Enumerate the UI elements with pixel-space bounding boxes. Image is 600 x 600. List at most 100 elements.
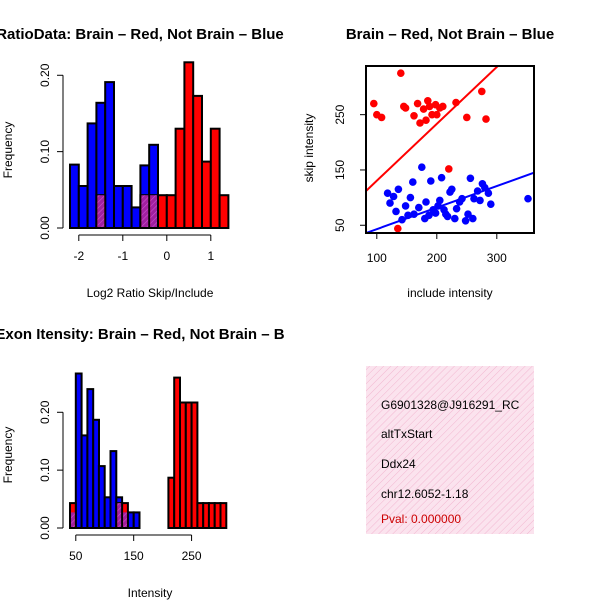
intensity-x-axis-label: Intensity [128,586,173,600]
scatter-point-blue [451,214,459,223]
ratio-x-tick-label: -2 [73,249,84,263]
scatter-point-blue [487,200,495,208]
ratio-bar-blue [69,163,80,230]
ratio-bar-red [174,127,186,229]
scatter-point-blue [392,207,400,216]
scatter-point-blue [466,174,475,183]
scatter-point-blue [427,177,435,185]
ratio-bars [69,61,230,230]
ratio-bar-blue [86,122,98,229]
scatter-y-tick-label: 50 [333,218,347,232]
scatter-x-tick-label: 100 [367,251,387,265]
scatter-point-red [370,99,378,108]
intensity-overlap-bar [71,512,75,527]
ratio-bar-red [201,160,212,230]
intensity-x-tick-label: 150 [124,549,144,563]
ratio-bar-red [192,94,203,230]
scatter-point-red [482,115,490,123]
intensity-bar-blue [132,511,141,530]
ratio-y-tick-label: 0.10 [38,140,52,164]
scatter-y-axis-label: skip intensity [302,114,316,183]
ratio-bar-blue [121,185,133,229]
scatter-point-red [410,112,418,120]
intensity-overlap-bar [123,512,127,527]
scatter-point-blue [410,210,418,218]
ratio-chart-title: RatioData: Brain – Red, Not Brain – Blue [0,26,284,43]
scatter-point-red [394,224,402,233]
scatter-point-blue [394,185,403,194]
scatter-point-blue [436,196,444,205]
scatter-point-blue [383,189,392,197]
intensity-y-tick-label: 0.10 [38,458,52,482]
intensity-chart-title: Exon Itensity: Brain – Red, Not Brain – … [0,326,285,343]
scatter-point-blue [406,193,415,202]
scatter-point-red [422,116,430,124]
scatter-x-tick-label: 300 [487,251,507,265]
ratio-overlap-bar [97,195,105,227]
ratio-bar-red [218,194,230,229]
ratio-overlap-bar [150,195,157,227]
scatter-point-red [425,102,434,111]
scatter-point-red [433,110,441,119]
intensity-bar-red [219,502,228,530]
ratio-x-tick-label: 1 [207,249,214,263]
intensity-y-tick-label: 0.20 [38,400,52,424]
scatter-point-blue [404,211,412,220]
ratio-y-tick-label: 0.00 [38,216,52,240]
ratio-x-tick-label: -1 [117,249,128,263]
scatter-y-tick-label: 150 [333,160,347,180]
ratio-bar-blue [130,206,142,229]
scatter-fit-line-red [366,66,500,192]
scatter-point-blue [461,217,470,225]
ratio-bar-red [165,194,177,229]
intensity-x-tick-label: 250 [182,549,202,563]
scatter-frame [365,65,535,234]
info-event-type: altTxStart [381,427,433,441]
scatter-point-red [445,165,453,173]
scatter-point-red [397,69,405,77]
scatter-point-blue [481,183,489,192]
scatter-point-blue [469,214,477,223]
ratio-bar-blue [104,81,115,229]
ratio-overlap-bar [141,195,149,227]
info-box-panel: G6901328@J916291_RC altTxStart Ddx24 chr… [366,366,534,534]
scatter-chart-title: Brain – Red, Not Brain – Blue [346,26,554,43]
info-pvalue: Pval: 0.000000 [381,512,461,526]
scatter-point-blue [425,211,433,220]
scatter-point-blue [470,194,478,203]
info-box-background [366,366,534,534]
scatter-panel: Brain – Red, Not Brain – Blue include in… [302,26,554,300]
scatter-point-blue [476,196,484,205]
ratio-bar-red [183,61,195,229]
scatter-point-blue [386,199,394,207]
ratio-histogram-panel: RatioData: Brain – Red, Not Brain – Blue… [0,26,284,300]
scatter-point-blue [452,204,461,213]
scatter-point-blue [464,210,472,218]
scatter-y-tick-label: 250 [333,104,347,124]
scatter-point-red [463,113,471,122]
ratio-x-tick-label: 0 [163,249,170,263]
info-location: chr12.6052-1.18 [381,487,469,501]
scatter-x-tick-label: 200 [427,251,447,265]
ratio-bar-blue [113,185,124,229]
scatter-point-red [452,98,460,107]
ratio-bar-red [157,194,168,229]
scatter-axes: 100 200 300 50 150 250 [333,65,535,265]
scatter-point-blue [524,194,532,203]
scatter-point-red [439,102,447,111]
ratio-bar-blue [77,185,89,229]
scatter-point-blue [484,189,493,197]
info-probe-id: G6901328@J916291_RC [381,398,520,412]
intensity-axes: 50 150 250 0.00 0.10 0.20 [38,400,202,563]
scatter-point-red [478,87,486,96]
scatter-point-blue [473,187,482,195]
scatter-point-blue [398,215,406,224]
intensity-y-tick-label: 0.00 [38,516,52,540]
scatter-point-blue [431,209,440,217]
scatter-point-blue [448,185,456,194]
ratio-axes: -2 -1 0 1 0.00 0.10 0.20 [38,63,214,263]
intensity-histogram-panel: Exon Itensity: Brain – Red, Not Brain – … [0,326,285,600]
intensity-bar-blue [109,450,118,530]
